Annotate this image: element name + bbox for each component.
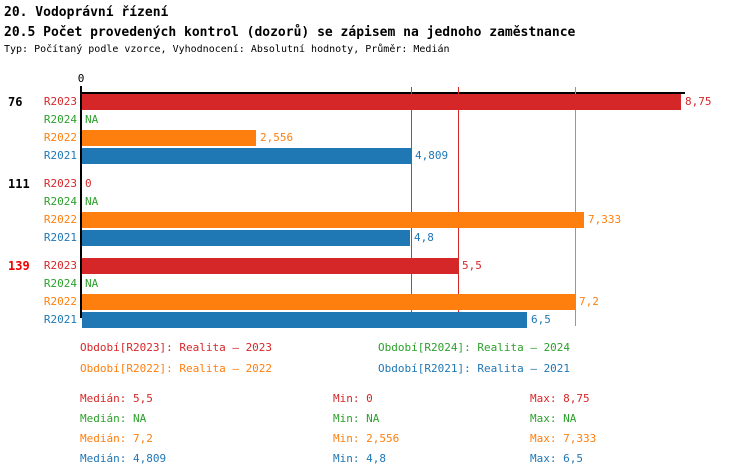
bar-value-label: NA <box>85 277 99 290</box>
legend-item-r2023: Období[R2023]: Realita – 2023 <box>80 341 273 354</box>
bar-value-label: NA <box>85 113 99 126</box>
bar-value-label: 0 <box>85 177 92 190</box>
bar-r2021 <box>82 312 527 328</box>
x-axis-line <box>80 92 685 94</box>
legend-item-r2021: Období[R2021]: Realita – 2021 <box>378 362 571 375</box>
bar-r2022 <box>82 294 575 310</box>
bar-value-label: 4,809 <box>415 149 449 162</box>
bar-value-label: 7,333 <box>588 213 622 226</box>
group-label: 111 <box>8 177 30 191</box>
stat-median-r2024: Medián: NA <box>80 412 147 425</box>
legend-item-r2024: Období[R2024]: Realita – 2024 <box>378 341 571 354</box>
bar-r2022 <box>82 212 584 228</box>
stat-median-r2021: Medián: 4,809 <box>80 452 167 465</box>
row-label-r2023: R2023 <box>43 177 77 190</box>
group-label: 76 <box>8 95 23 109</box>
stat-max-r2024: Max: NA <box>530 412 577 425</box>
bar-r2023 <box>82 258 458 274</box>
row-label-r2024: R2024 <box>43 113 77 126</box>
row-label-r2022: R2022 <box>43 295 77 308</box>
bar-value-label: NA <box>85 195 99 208</box>
stat-median-r2023: Medián: 5,5 <box>80 392 153 405</box>
y-axis-line <box>80 86 82 318</box>
row-label-r2024: R2024 <box>43 277 77 290</box>
stat-min-r2023: Min: 0 <box>333 392 373 405</box>
stat-median-r2022: Medián: 7,2 <box>80 432 153 445</box>
x-axis-origin-tick-label: 0 <box>77 72 85 85</box>
median-line-r2021 <box>411 87 412 326</box>
bar-r2023 <box>82 94 681 110</box>
row-label-r2021: R2021 <box>43 231 77 244</box>
row-label-r2023: R2023 <box>43 95 77 108</box>
bar-value-label: 5,5 <box>462 259 482 272</box>
bar-value-label: 8,75 <box>685 95 712 108</box>
stat-min-r2024: Min: NA <box>333 412 380 425</box>
bar-r2021 <box>82 230 410 246</box>
median-line-r2022 <box>575 87 576 326</box>
row-label-r2022: R2022 <box>43 213 77 226</box>
chart-meta: Typ: Počítaný podle vzorce, Vyhodnocení:… <box>4 44 450 55</box>
bar-value-label: 4,8 <box>414 231 434 244</box>
bar-r2021 <box>82 148 411 164</box>
group-label: 139 <box>8 259 30 273</box>
stat-min-r2022: Min: 2,556 <box>333 432 400 445</box>
page-title: 20. Vodoprávní řízení <box>4 5 169 20</box>
bar-r2022 <box>82 130 256 146</box>
chart-title: 20.5 Počet provedených kontrol (dozorů) … <box>4 25 576 40</box>
row-label-r2022: R2022 <box>43 131 77 144</box>
stat-min-r2021: Min: 4,8 <box>333 452 386 465</box>
bar-value-label: 2,556 <box>260 131 294 144</box>
row-label-r2021: R2021 <box>43 313 77 326</box>
legend-item-r2022: Období[R2022]: Realita – 2022 <box>80 362 273 375</box>
row-label-r2021: R2021 <box>43 149 77 162</box>
bar-value-label: 6,5 <box>531 313 551 326</box>
row-label-r2024: R2024 <box>43 195 77 208</box>
median-line-r2023 <box>458 87 459 326</box>
stat-max-r2022: Max: 7,333 <box>530 432 597 445</box>
bar-value-label: 7,2 <box>579 295 599 308</box>
stat-max-r2023: Max: 8,75 <box>530 392 590 405</box>
stat-max-r2021: Max: 6,5 <box>530 452 583 465</box>
row-label-r2023: R2023 <box>43 259 77 272</box>
